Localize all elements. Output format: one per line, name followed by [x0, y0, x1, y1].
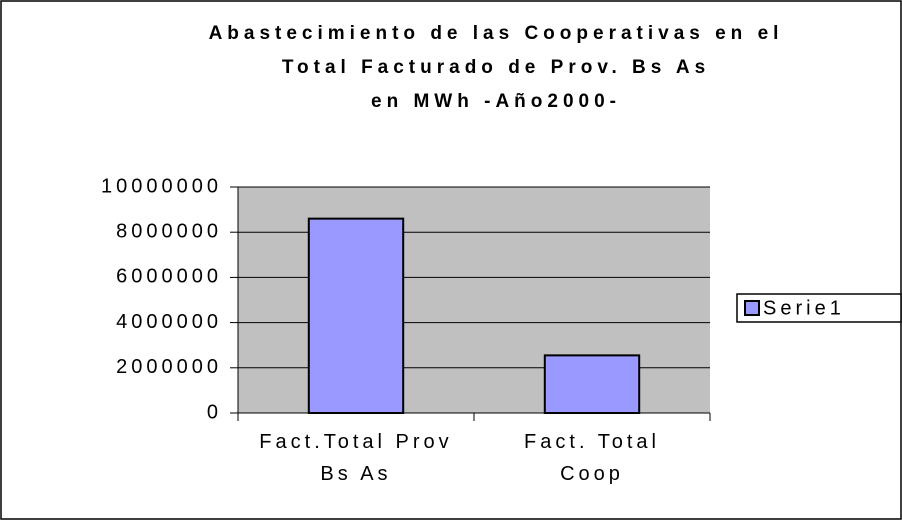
- legend-swatch: [744, 300, 760, 316]
- bar: [543, 354, 641, 414]
- chart-title: en MWh -Año2000-: [371, 91, 621, 112]
- bar: [307, 217, 405, 414]
- y-tick-label: 10000000: [101, 175, 222, 197]
- chart-title: Total Facturado de Prov. Bs As: [282, 57, 710, 78]
- y-tick-label: 0: [207, 401, 222, 423]
- y-tick-label: 6000000: [116, 266, 222, 288]
- legend-box: [736, 293, 902, 323]
- x-tick-label: Fact. Total Coop: [524, 431, 660, 485]
- y-tick-label: 4000000: [116, 311, 222, 333]
- y-tick-label: 2000000: [116, 356, 222, 378]
- y-tick-label: 8000000: [116, 220, 222, 242]
- x-tick-label: Fact.Total Prov Bs As: [259, 431, 453, 485]
- legend-label: Serie1: [763, 297, 845, 319]
- chart-title: Abastecimiento de las Cooperativas en el: [209, 23, 784, 44]
